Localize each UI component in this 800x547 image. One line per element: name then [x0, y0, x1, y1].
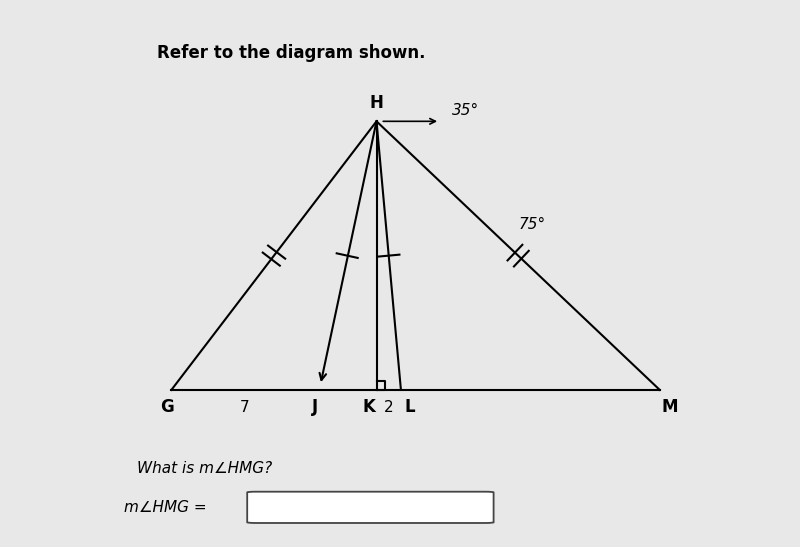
Text: M: M — [662, 398, 678, 416]
Text: What is m∠HMG?: What is m∠HMG? — [137, 461, 272, 475]
FancyBboxPatch shape — [247, 492, 494, 523]
Text: 35°: 35° — [452, 103, 479, 119]
Text: m∠HMG =: m∠HMG = — [124, 500, 206, 515]
Text: 7: 7 — [240, 400, 250, 415]
Text: Refer to the diagram shown.: Refer to the diagram shown. — [157, 44, 426, 62]
Text: J: J — [312, 398, 318, 416]
Text: H: H — [370, 94, 383, 112]
Text: G: G — [160, 398, 174, 416]
Text: L: L — [405, 398, 415, 416]
Text: 75°: 75° — [518, 217, 546, 232]
Text: K: K — [362, 398, 376, 416]
Text: 2: 2 — [384, 400, 394, 415]
